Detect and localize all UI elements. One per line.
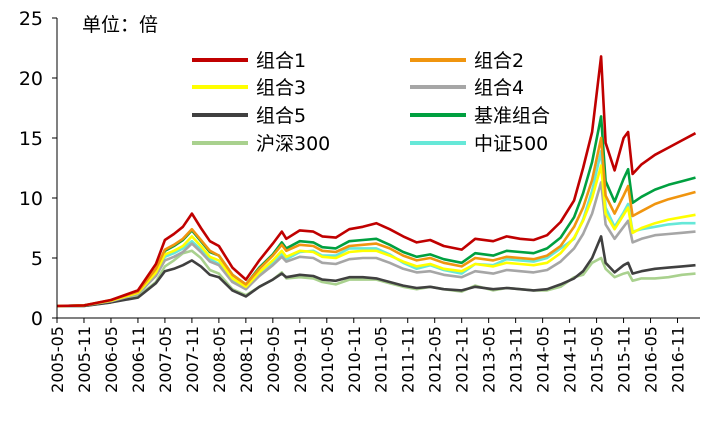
legend-label: 组合1 <box>256 50 306 72</box>
x-axis-ticks: 2005-05 2005-11 2006-05 2006-11 2007-05 2007-… <box>48 318 688 393</box>
y-tick-label: 15 <box>19 128 43 150</box>
y-tick-label: 5 <box>31 248 43 270</box>
x-tick-label: 2007-11 <box>183 326 202 393</box>
x-tick-label: 2009-11 <box>291 326 310 393</box>
x-tick-label: 2014-05 <box>534 326 553 393</box>
x-tick-label: 2013-11 <box>507 326 526 393</box>
y-axis-ticks: 0 5 10 15 20 25 <box>19 8 57 330</box>
x-tick-label: 2016-11 <box>669 326 688 393</box>
x-tick-label: 2010-05 <box>318 326 337 393</box>
x-tick-label: 2011-05 <box>372 326 391 393</box>
x-tick-label: 2009-05 <box>264 326 283 393</box>
x-tick-label: 2006-11 <box>129 326 148 393</box>
x-tick-label: 2005-11 <box>75 326 94 393</box>
x-tick-label: 2012-05 <box>426 326 445 393</box>
x-tick-label: 2008-11 <box>237 326 256 393</box>
x-tick-label: 2016-05 <box>642 326 661 393</box>
x-tick-label: 2008-05 <box>210 326 229 393</box>
series-lines <box>56 55 697 308</box>
x-tick-label: 2013-05 <box>480 326 499 393</box>
x-tick-label: 2015-05 <box>588 326 607 393</box>
series-line-3 <box>56 164 696 308</box>
y-tick-label: 20 <box>19 68 43 90</box>
x-tick-label: 2006-05 <box>102 326 121 393</box>
legend-label: 中证500 <box>474 133 548 155</box>
x-tick-label: 2005-05 <box>48 326 67 393</box>
legend-label: 组合5 <box>256 105 306 127</box>
legend-label: 组合2 <box>474 50 524 72</box>
x-tick-label: 2010-11 <box>345 326 364 393</box>
legend-label: 组合4 <box>474 77 524 99</box>
y-tick-label: 25 <box>19 8 43 30</box>
legend-label: 组合3 <box>256 77 306 99</box>
x-tick-label: 2014-11 <box>561 326 580 393</box>
unit-label: 单位：倍 <box>82 14 158 36</box>
x-tick-label: 2007-05 <box>156 326 175 393</box>
x-tick-label: 2012-11 <box>453 326 472 393</box>
series-line-5 <box>57 235 696 308</box>
y-tick-label: 10 <box>19 188 43 210</box>
x-tick-label: 2015-11 <box>615 326 634 393</box>
x-tick-label: 2011-11 <box>399 326 418 393</box>
y-tick-label: 0 <box>31 308 43 330</box>
series-line-2 <box>56 136 696 308</box>
axes <box>56 18 700 319</box>
legend-label: 沪深300 <box>256 133 330 155</box>
series-line-4 <box>56 181 696 308</box>
series-line-1 <box>56 55 697 308</box>
legend-label: 基准组合 <box>474 105 550 127</box>
